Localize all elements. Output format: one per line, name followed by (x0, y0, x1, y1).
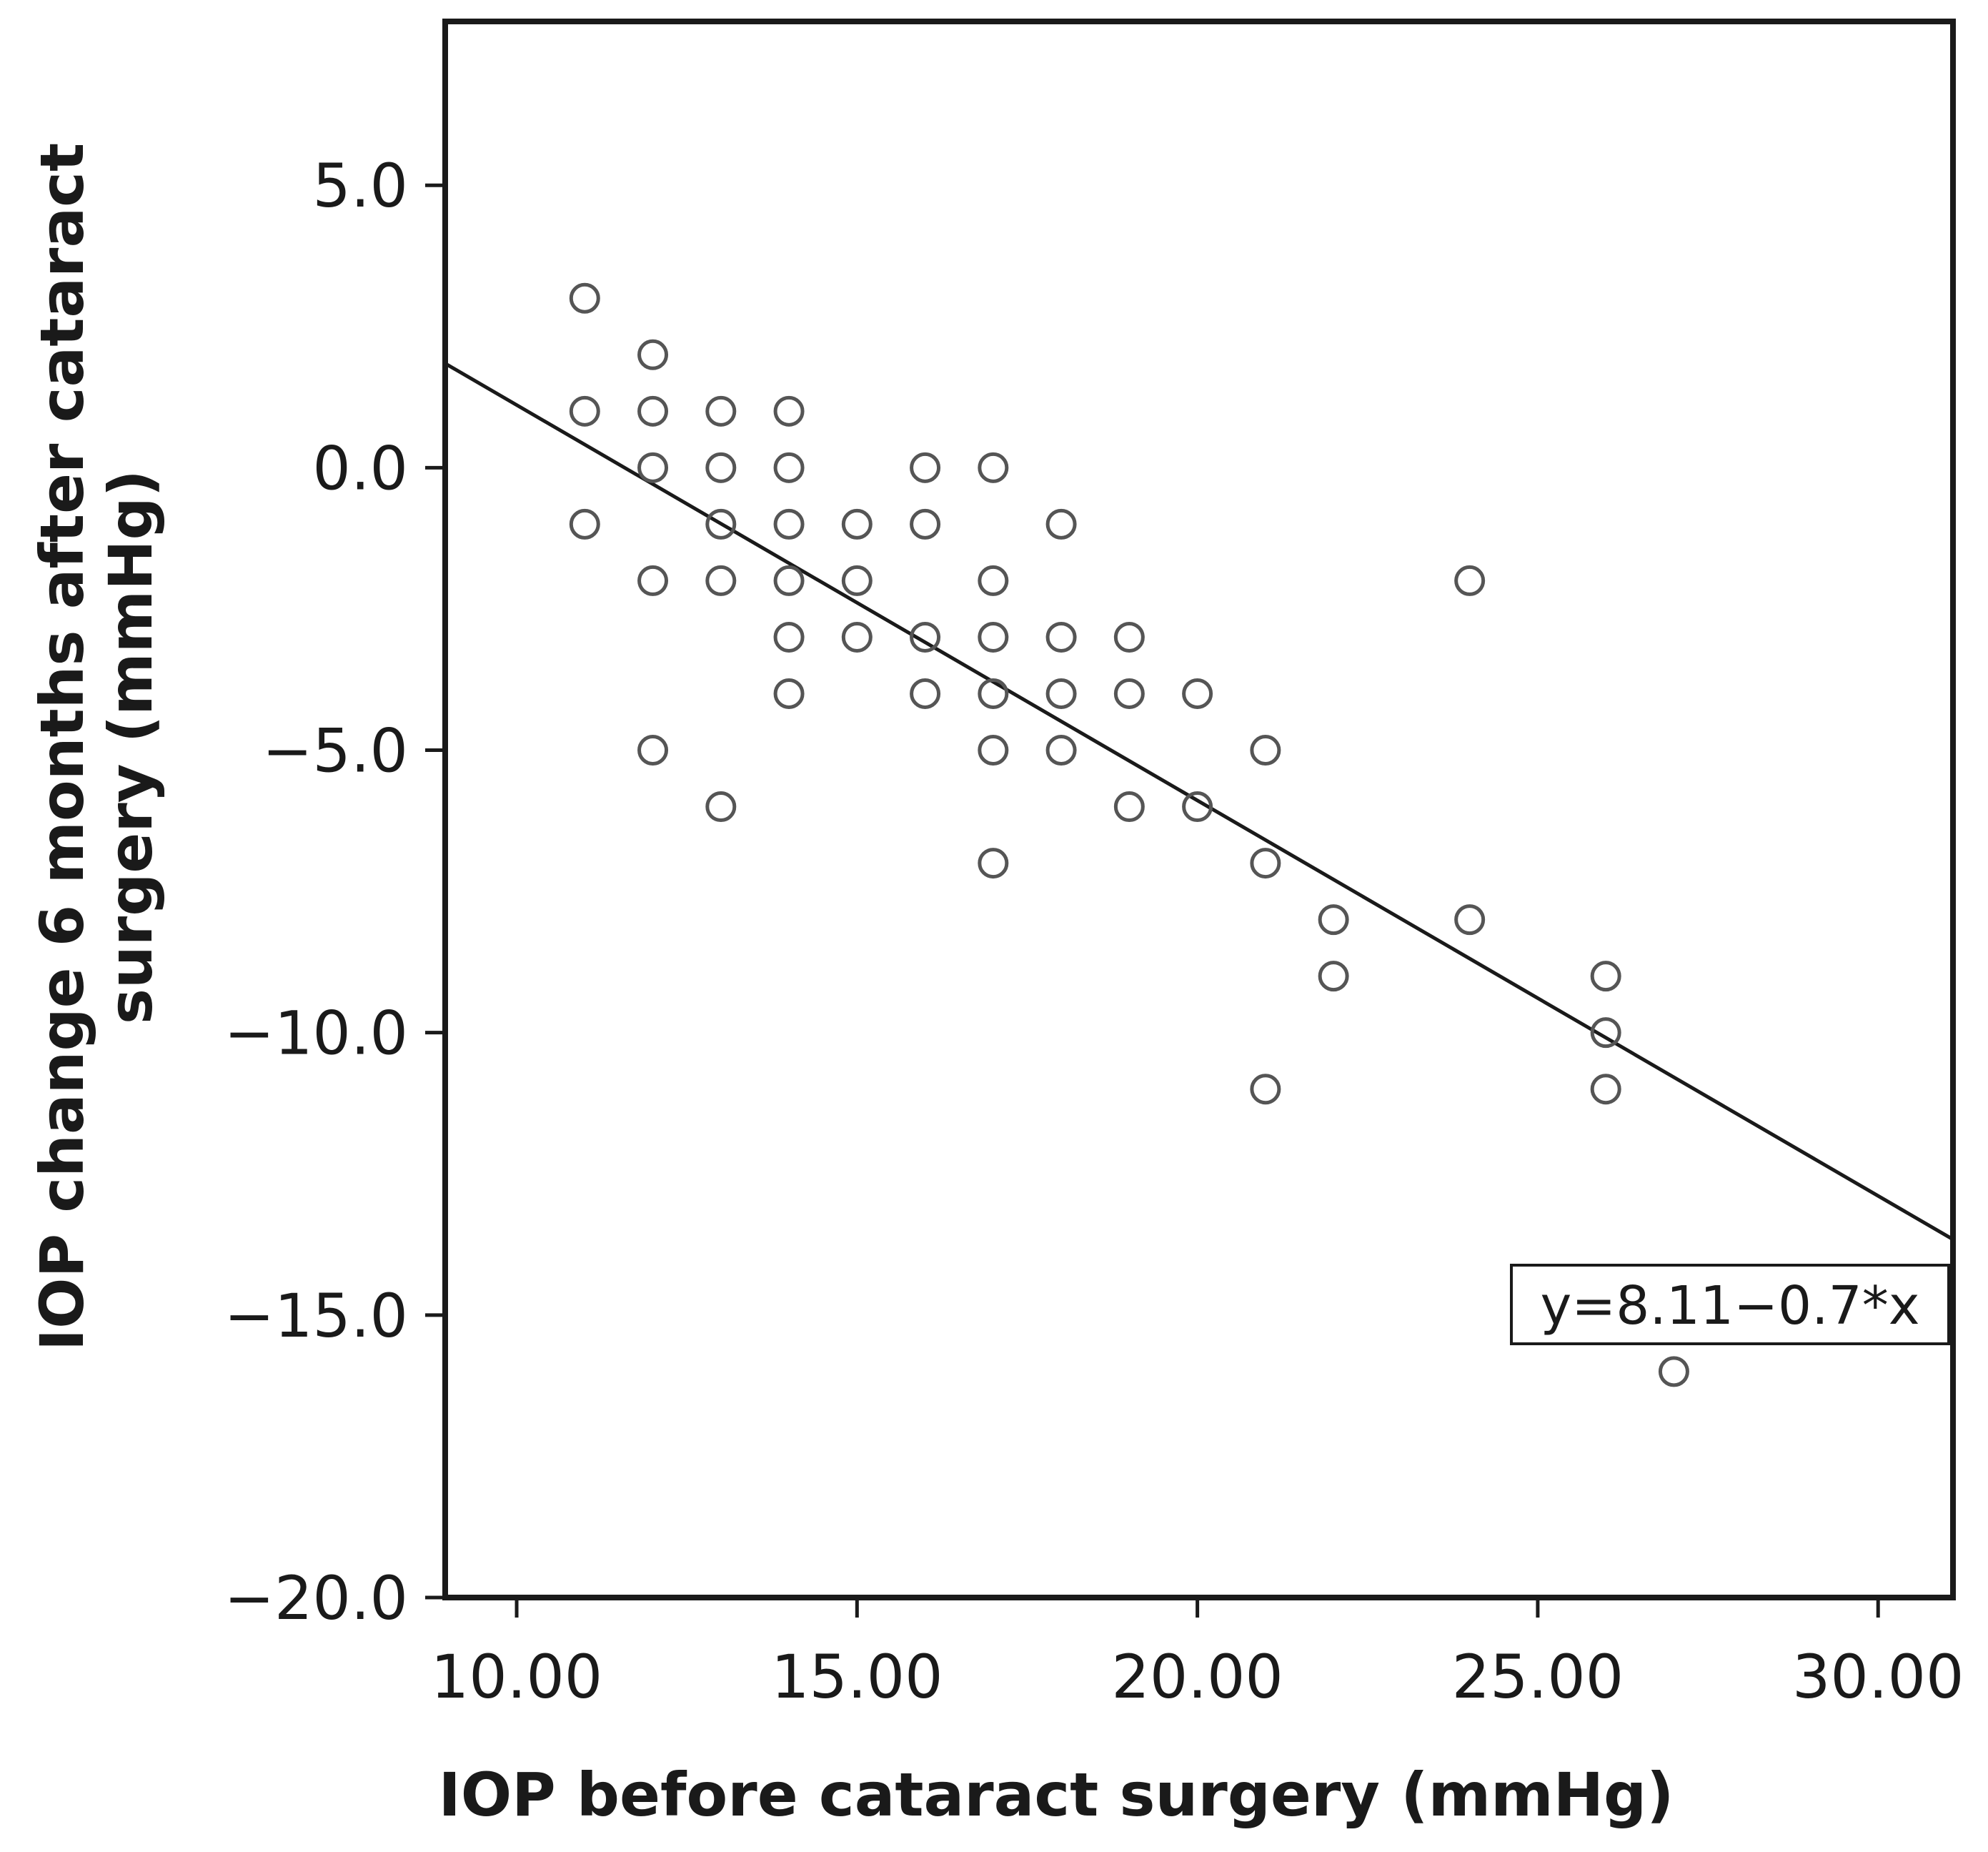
data-point (773, 565, 805, 596)
data-point (1182, 678, 1213, 709)
data-point (1454, 565, 1486, 596)
data-point (705, 395, 737, 427)
data-point (1658, 1356, 1689, 1387)
data-point (1590, 1074, 1621, 1105)
data-point (910, 452, 941, 483)
data-point (637, 565, 669, 596)
data-point (910, 678, 941, 709)
x-tick-label: 25.00 (1452, 1642, 1624, 1712)
y-tick-label: −5.0 (262, 716, 408, 786)
data-point (910, 621, 941, 653)
data-point (569, 395, 600, 427)
data-point (1113, 621, 1145, 653)
data-point (841, 508, 873, 540)
data-point (569, 508, 600, 540)
data-point (637, 395, 669, 427)
data-point (910, 508, 941, 540)
data-point (841, 621, 873, 653)
data-point (1318, 904, 1349, 936)
data-point (978, 452, 1009, 483)
data-point (773, 621, 805, 653)
data-point (705, 565, 737, 596)
data-point (1250, 1074, 1281, 1105)
data-point (1318, 961, 1349, 992)
x-axis-title: IOP before cataract surgery (mmHg) (438, 1760, 1674, 1830)
data-point (1045, 735, 1077, 766)
x-tick-label: 30.00 (1792, 1642, 1964, 1712)
data-point (978, 848, 1009, 879)
data-point (1113, 791, 1145, 823)
data-point (1590, 1017, 1621, 1049)
data-point (637, 452, 669, 483)
data-point (1113, 678, 1145, 709)
y-axis-title-line-1: IOP change 6 months after cataract (27, 143, 97, 1351)
equation-box-border (1510, 1264, 1950, 1345)
data-point (1182, 791, 1213, 823)
equation-label: y=8.11−0.7*x (1540, 1275, 1919, 1337)
data-point (705, 452, 737, 483)
data-point (1045, 508, 1077, 540)
y-tick-label: −20.0 (224, 1563, 408, 1633)
y-tick-label: −10.0 (224, 999, 408, 1069)
data-point (978, 735, 1009, 766)
data-point (978, 565, 1009, 596)
data-point (637, 339, 669, 370)
data-point (978, 621, 1009, 653)
data-points (569, 282, 1689, 1387)
equation-box: y=8.11−0.7*x (1510, 1264, 1950, 1345)
x-tick-label: 20.00 (1111, 1642, 1283, 1712)
y-tick-label: −15.0 (224, 1281, 408, 1351)
y-axis-title-line-2: surgery (mmHg) (96, 470, 166, 1024)
y-tick-label: 5.0 (312, 151, 408, 221)
x-tick-label: 15.00 (771, 1642, 943, 1712)
data-point (1454, 904, 1486, 936)
data-point (773, 678, 805, 709)
data-point (841, 565, 873, 596)
data-point (569, 282, 600, 314)
data-point (1250, 735, 1281, 766)
data-point (1250, 848, 1281, 879)
data-point (637, 735, 669, 766)
data-point (773, 508, 805, 540)
data-point (1045, 678, 1077, 709)
data-point (773, 395, 805, 427)
data-point (705, 508, 737, 540)
x-tick-label: 10.00 (431, 1642, 602, 1712)
regression-line (444, 362, 1954, 1242)
data-point (1590, 961, 1621, 992)
data-point (978, 678, 1009, 709)
data-point (705, 791, 737, 823)
data-point (1045, 621, 1077, 653)
axis-ticks: 10.00 15.00 20.00 25.00 30.00 5.0 0.0 −5.0 −10.0… (224, 151, 1964, 1712)
y-axis-title: IOP change 6 months after cataract surge… (27, 143, 166, 1351)
y-tick-label: 0.0 (312, 433, 408, 503)
data-point (773, 452, 805, 483)
